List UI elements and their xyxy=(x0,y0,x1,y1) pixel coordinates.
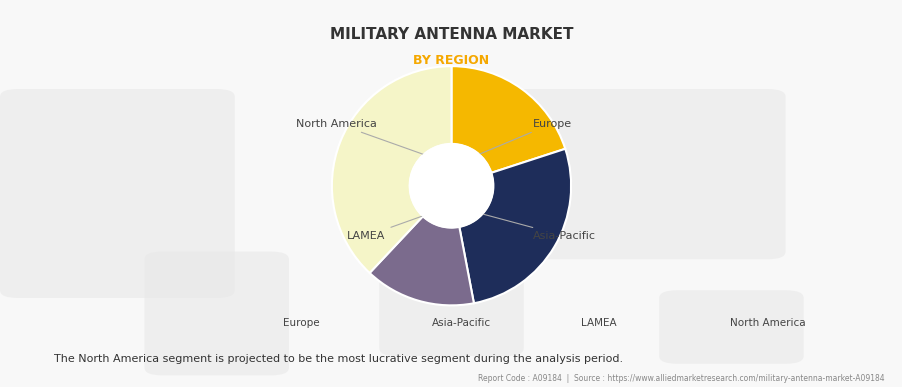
Text: Asia-Pacific: Asia-Pacific xyxy=(477,213,595,241)
Text: Asia-Pacific: Asia-Pacific xyxy=(431,318,490,328)
Circle shape xyxy=(410,144,492,228)
Text: BY REGION: BY REGION xyxy=(413,54,489,67)
Wedge shape xyxy=(451,66,565,173)
Wedge shape xyxy=(459,149,570,303)
FancyBboxPatch shape xyxy=(0,89,235,298)
Text: Report Code : A09184  |  Source : https://www.alliedmarketresearch.com/military-: Report Code : A09184 | Source : https://… xyxy=(478,374,884,383)
FancyBboxPatch shape xyxy=(658,290,803,364)
Text: North America: North America xyxy=(296,118,425,155)
Wedge shape xyxy=(369,216,474,305)
FancyBboxPatch shape xyxy=(379,224,523,356)
FancyBboxPatch shape xyxy=(370,108,496,221)
Text: The North America segment is projected to be the most lucrative segment during t: The North America segment is projected t… xyxy=(54,354,622,364)
Text: North America: North America xyxy=(729,318,805,328)
Wedge shape xyxy=(332,66,451,273)
Text: LAMEA: LAMEA xyxy=(347,213,430,241)
Text: MILITARY ANTENNA MARKET: MILITARY ANTENNA MARKET xyxy=(329,27,573,42)
Text: LAMEA: LAMEA xyxy=(580,318,615,328)
Text: Europe: Europe xyxy=(477,118,571,155)
FancyBboxPatch shape xyxy=(144,252,289,375)
FancyBboxPatch shape xyxy=(478,89,785,259)
Text: Europe: Europe xyxy=(282,318,319,328)
